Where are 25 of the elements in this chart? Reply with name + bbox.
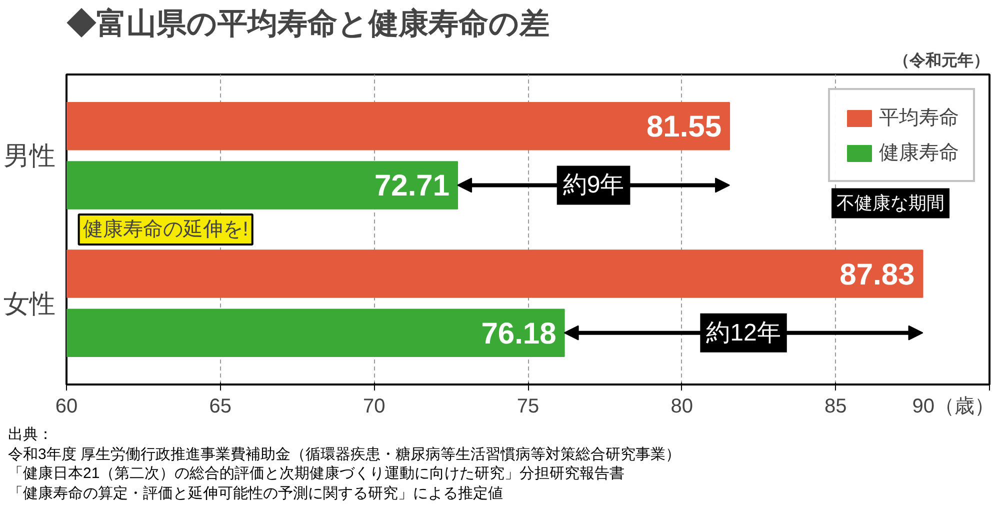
annotation: 約12年	[706, 319, 781, 346]
x-tick-label: 65	[209, 396, 232, 418]
legend-label: 平均寿命	[879, 106, 959, 131]
x-tick-label: 75	[516, 396, 540, 418]
source-note: 出典：	[8, 426, 53, 443]
text: 「健康寿命の算定・評価と延伸可能性の予測に関する研究」による推定値	[8, 484, 503, 502]
x-tick-label: 90（歳）	[912, 396, 994, 418]
annotation: 健康寿命の延伸を!	[82, 218, 248, 240]
data-label: 81.55	[646, 110, 722, 144]
text: 令和3年度 厚生労働行政推進事業費補助金（循環器疾患・糖尿病等生活習慣病等対策総合研究事業）	[8, 446, 681, 462]
legend-label: 健康寿命	[879, 141, 959, 166]
data-label: 87.83	[840, 258, 915, 292]
chart-subtitle: （令和元年）	[894, 52, 990, 70]
annotation: 不健康な期間	[836, 193, 944, 214]
chart-title: ◆富山県の平均寿命と健康寿命の差	[66, 6, 550, 40]
x-tick-label: 80	[670, 396, 693, 418]
data-label: 76.18	[481, 317, 556, 350]
x-tick-label: 70	[363, 396, 386, 418]
data-label: 72.71	[374, 170, 450, 203]
y-tick-label: 男性	[4, 140, 56, 171]
x-tick-label: 85	[824, 396, 847, 418]
annotation: 約9年	[562, 172, 624, 199]
y-tick-label: 女性	[4, 288, 56, 318]
x-tick-label: 60	[55, 396, 78, 418]
text: 「健康日本21（第二次）の総合的評価と次期健康づくり運動に向けた研究」分担研究報告書	[8, 465, 625, 482]
